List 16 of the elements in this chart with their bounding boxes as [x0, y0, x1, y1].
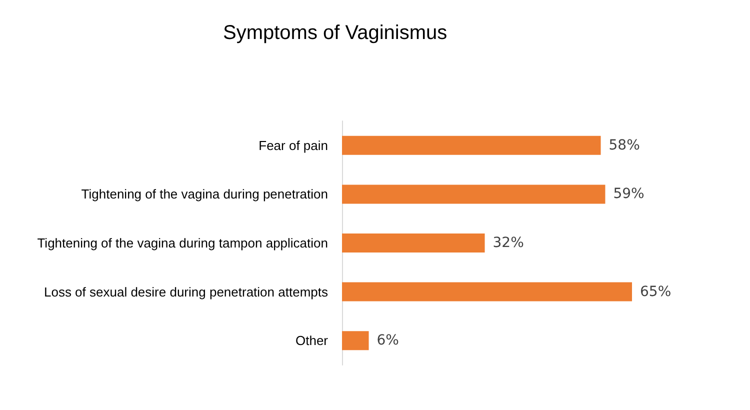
data-label: 58% — [608, 137, 640, 154]
bar — [342, 184, 606, 204]
y-tick-label: Fear of pain — [258, 138, 328, 153]
y-tick-label: Other — [295, 333, 329, 348]
data-label: 6% — [376, 332, 399, 349]
data-label: 65% — [640, 284, 672, 300]
bar — [342, 331, 369, 350]
data-label: 59% — [613, 186, 644, 202]
data-label: 32% — [492, 235, 524, 251]
y-tick-label: Tightening of the vagina during penetration — [81, 186, 328, 202]
bar — [342, 136, 601, 155]
y-tick-label: Tightening of the vagina during tampon application — [37, 236, 328, 250]
bar — [342, 282, 632, 302]
chart-title: Symptoms of Vaginismus — [223, 22, 448, 44]
y-tick-label: Loss of sexual desire during penetration attempts — [44, 284, 328, 300]
bar — [342, 234, 485, 252]
